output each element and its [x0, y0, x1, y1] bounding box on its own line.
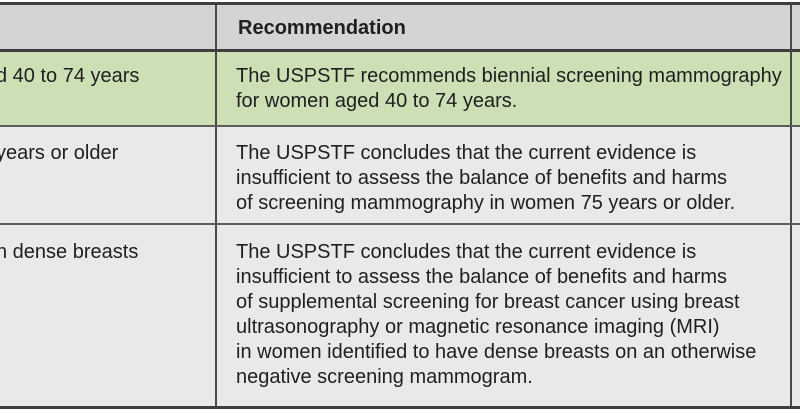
cropped-column-cell — [792, 225, 800, 406]
recommendation-text: The USPSTF concludes that the current ev… — [236, 241, 757, 388]
cropped-column-cell — [792, 52, 800, 125]
table-row-women-dense-breasts: n dense breasts The USPSTF concludes tha… — [0, 225, 800, 406]
population-cell: d 40 to 74 years — [0, 52, 217, 125]
cropped-column-cell — [792, 127, 800, 223]
recommendation-text: The USPSTF recommends biennial screening… — [236, 65, 782, 112]
population-label: n dense breasts — [0, 241, 139, 263]
recommendation-text: The USPSTF concludes that the current ev… — [236, 142, 736, 214]
recommendation-cell: The USPSTF concludes that the current ev… — [217, 225, 792, 406]
population-label: d 40 to 74 years — [0, 65, 140, 87]
header-cell-cropped-column — [792, 5, 800, 49]
recommendation-cell: The USPSTF concludes that the current ev… — [217, 127, 792, 223]
population-label: years or older — [0, 142, 119, 164]
recommendation-cell: The USPSTF recommends biennial screening… — [217, 52, 792, 125]
table-row-women-40-74: d 40 to 74 years The USPSTF recommends b… — [0, 52, 800, 127]
header-cell-population — [0, 5, 217, 49]
table-row-women-75-older: years or older The USPSTF concludes that… — [0, 127, 800, 225]
table-header-row: Recommendation — [0, 5, 800, 52]
header-cell-recommendation: Recommendation — [217, 5, 792, 49]
recommendation-header-label: Recommendation — [238, 17, 406, 39]
recommendation-table: Recommendation d 40 to 74 years The USPS… — [0, 2, 800, 409]
population-cell: n dense breasts — [0, 225, 217, 406]
population-cell: years or older — [0, 127, 217, 223]
